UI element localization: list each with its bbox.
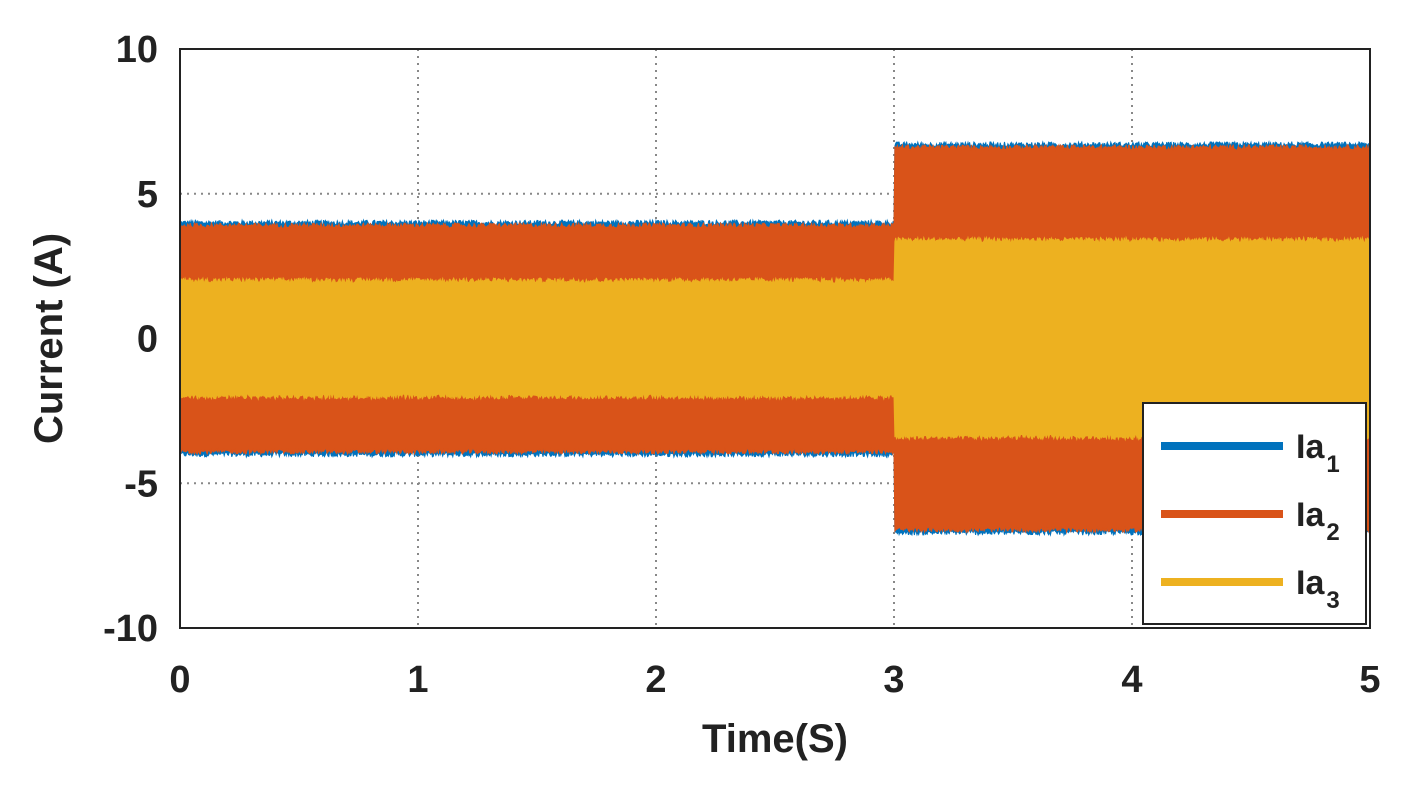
legend-label-name: Ia: [1296, 496, 1325, 534]
x-tick-label: 5: [1359, 659, 1380, 701]
x-tick-label: 4: [1121, 659, 1142, 701]
y-tick-label: 5: [137, 174, 158, 216]
plot-frame: [179, 48, 1371, 629]
y-tick-label: 10: [116, 29, 158, 71]
series-layer: [179, 140, 1371, 537]
legend-label-subscript: 1: [1326, 451, 1339, 478]
legend-label-3: Ia3: [1296, 564, 1340, 614]
x-tick-label: 0: [169, 659, 190, 701]
y-tick-label: -5: [124, 463, 158, 505]
y-axis-title: Current (A): [27, 233, 71, 444]
x-tick-label: 3: [883, 659, 904, 701]
legend-label-subscript: 3: [1326, 587, 1339, 614]
tick-labels: 0 1 2 3 4 5 10 5 0 -5 -10: [103, 29, 1380, 701]
x-tick-label: 2: [645, 659, 666, 701]
x-tick-label: 1: [407, 659, 428, 701]
y-tick-label: 0: [137, 319, 158, 361]
legend-label-name: Ia: [1296, 564, 1325, 602]
legend-label-subscript: 2: [1326, 519, 1339, 546]
x-axis-title: Time(S): [702, 717, 848, 761]
legend-label-1: Ia1: [1296, 428, 1340, 478]
y-tick-label: -10: [103, 608, 158, 650]
legend-label-2: Ia2: [1296, 496, 1340, 546]
legend-label-name: Ia: [1296, 428, 1325, 466]
